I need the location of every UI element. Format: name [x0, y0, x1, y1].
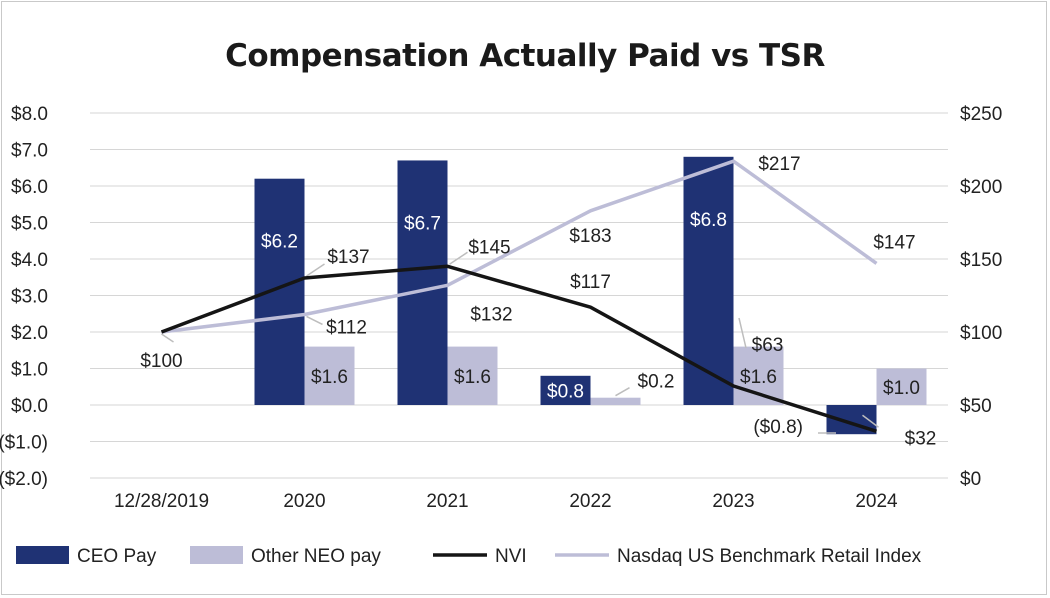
- other-neo-pay-data-label: $1.6: [311, 367, 348, 388]
- nvi-data-label: $117: [570, 272, 611, 293]
- nvi-data-label: $137: [327, 247, 369, 268]
- nasdaq-data-label: $112: [326, 317, 367, 338]
- nasdaq-data-label: $132: [470, 304, 512, 325]
- y-left-tick-label: $0.0: [11, 396, 48, 417]
- nvi-line: [160, 264, 878, 433]
- legend-nasdaq-label: Nasdaq US Benchmark Retail Index: [617, 546, 922, 567]
- y-left-tick-label: $4.0: [11, 250, 48, 271]
- y-left-tick-label: $8.0: [11, 104, 48, 125]
- ceo-pay-data-label: $6.8: [690, 210, 727, 231]
- ceo-pay-bar: [397, 160, 448, 405]
- chart-title: Compensation Actually Paid vs TSR: [225, 38, 825, 74]
- ceo-pay-data-label: ($0.8): [753, 417, 803, 438]
- other-neo-pay-data-label: $0.2: [638, 372, 675, 393]
- other-neo-pay-data-label: $1.6: [454, 367, 491, 388]
- legend-other-neo-pay-swatch: [190, 546, 243, 564]
- ceo-pay-bar: [540, 375, 591, 405]
- nvi-data-label: $145: [468, 237, 510, 258]
- nasdaq-data-label: $183: [569, 226, 611, 247]
- legend-other-neo-pay-label: Other NEO pay: [251, 546, 381, 567]
- leader-line: [449, 251, 468, 265]
- legend-ceo-pay-swatch: [16, 546, 69, 564]
- nasdaq-index-line: [161, 159, 878, 334]
- other-neo-pay-data-label: $1.6: [740, 367, 777, 388]
- nasdaq-data-label: $217: [758, 154, 800, 175]
- y-right-tick-label: $200: [960, 177, 1002, 198]
- ceo-pay-bar: [254, 178, 305, 405]
- other-neo-pay-bar: [876, 368, 927, 405]
- y-left-tick-label: $5.0: [11, 214, 48, 235]
- y-left-tick-label: ($2.0): [0, 469, 48, 490]
- ceo-pay-data-label: $6.2: [261, 232, 298, 253]
- leader-line: [306, 263, 325, 277]
- x-tick-label: 2022: [569, 491, 611, 512]
- y-left-tick-label: ($1.0): [0, 433, 48, 454]
- other-neo-pay-bar: [590, 397, 641, 405]
- nvi-data-label: $32: [905, 428, 937, 449]
- y-right-tick-label: $250: [960, 104, 1002, 125]
- ceo-pay-data-label: $0.8: [547, 381, 584, 402]
- y-left-tick-label: $6.0: [11, 177, 48, 198]
- other-neo-pay-bar: [447, 346, 498, 405]
- legend-ceo-pay-label: CEO Pay: [77, 546, 157, 567]
- y-left-tick-label: $2.0: [11, 323, 48, 344]
- leader-line: [738, 317, 747, 349]
- x-tick-label: 2021: [426, 491, 468, 512]
- nasdaq-data-label: $147: [873, 232, 915, 253]
- y-right-tick-label: $100: [960, 323, 1002, 344]
- y-right-tick-label: $50: [960, 396, 992, 417]
- ceo-pay-data-label: $6.7: [404, 213, 441, 234]
- y-left-tick-label: $7.0: [11, 141, 48, 162]
- leader-line: [306, 315, 323, 326]
- nvi-data-label: $63: [752, 335, 784, 356]
- x-tick-label: 2024: [855, 491, 898, 512]
- nvi-data-label: $100: [140, 351, 182, 372]
- y-left-tick-label: $3.0: [11, 287, 48, 308]
- y-left-tick-label: $1.0: [11, 360, 48, 381]
- other-neo-pay-data-label: $1.0: [883, 378, 920, 399]
- leader-line: [862, 414, 879, 428]
- x-tick-label: 2020: [283, 491, 325, 512]
- ceo-pay-bar: [683, 156, 734, 405]
- y-right-tick-label: $0: [960, 469, 981, 490]
- leader-line: [161, 333, 174, 343]
- y-right-tick-label: $150: [960, 250, 1002, 271]
- legend-nvi-label: NVI: [495, 546, 527, 567]
- other-neo-pay-bar: [304, 346, 355, 405]
- x-tick-label: 12/28/2019: [114, 491, 209, 512]
- leader-line: [615, 387, 630, 397]
- x-tick-label: 2023: [712, 491, 754, 512]
